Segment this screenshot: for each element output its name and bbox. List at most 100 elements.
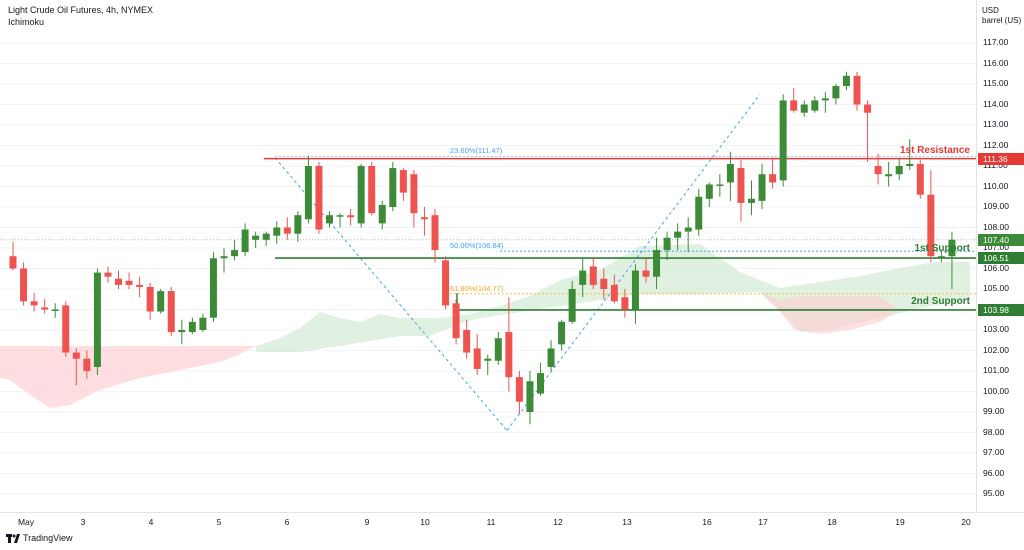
candle-body	[157, 291, 165, 312]
candle-body	[568, 289, 576, 322]
candle-body	[811, 100, 819, 111]
candle-body	[283, 227, 291, 234]
candle-body	[642, 270, 650, 277]
price-tick-label: 97.00	[983, 447, 1005, 457]
brand-name: TradingView	[23, 533, 73, 543]
candle-body	[537, 373, 544, 394]
candle-body	[705, 184, 713, 199]
fib-618-label: 61.80%(104.77)	[450, 283, 504, 293]
chart-pane[interactable]: Light Crude Oil Futures, 4h, NYMEX Ichim…	[0, 0, 976, 512]
candle-body	[51, 309, 59, 311]
candle-body	[125, 280, 133, 285]
candle-body	[30, 301, 38, 306]
candle-body	[9, 256, 17, 269]
price-tick-label: 101.00	[983, 365, 1009, 375]
time-axis[interactable]: May 3 4 5 6 9 10 11 12 13 16 17 18 19 20	[0, 512, 1024, 529]
time-tick-label: May	[17, 517, 35, 527]
candle-body	[420, 217, 428, 220]
time-tick-label: 20	[961, 517, 971, 527]
time-tick-label: 19	[895, 517, 905, 527]
candle-body	[463, 330, 471, 353]
time-tick-label: 9	[364, 517, 370, 527]
candle-body	[684, 227, 692, 232]
candle-body	[484, 358, 492, 361]
candle-body	[737, 168, 745, 203]
candle-body	[241, 229, 249, 253]
candle-body	[231, 250, 239, 257]
tradingview-logo[interactable]: TradingView	[6, 533, 73, 543]
candle-body	[600, 278, 608, 289]
candle-body	[252, 235, 260, 240]
candle-body	[779, 100, 787, 181]
time-tick-label: 16	[702, 517, 712, 527]
candle-body	[347, 215, 355, 218]
time-tick-label: 12	[553, 517, 563, 527]
price-tick-label: 95.00	[983, 488, 1005, 498]
candle-body	[41, 307, 49, 310]
candle-body	[937, 256, 945, 259]
candle-body	[209, 258, 217, 318]
candle-body	[104, 272, 112, 277]
candle-body	[674, 231, 682, 238]
price-tick-label: 100.00	[983, 385, 1009, 396]
candle-body	[842, 75, 850, 87]
candle-body	[273, 227, 281, 236]
candle-body	[579, 270, 587, 285]
candle-body	[515, 377, 523, 402]
candle-body	[526, 381, 534, 412]
candle-body	[906, 163, 914, 166]
support-1-label: 1st Support	[914, 243, 970, 255]
candle-body	[315, 166, 323, 230]
price-axis[interactable]: 95.00 96.00 97.00 98.00 99.00 100.00 101.00 102…	[976, 0, 1024, 512]
fib-236-label: 23.60%(111.47)	[450, 146, 503, 156]
support-2-label: 2nd Support	[911, 295, 970, 307]
price-tick-label: 98.00	[983, 426, 1005, 437]
price-tick-label: 110.00	[983, 180, 1009, 191]
time-tick-label: 11	[486, 517, 496, 527]
currency-label: USD	[982, 6, 999, 15]
price-tick-label: 117.00	[983, 37, 1009, 47]
price-tick-label: 111.00	[983, 160, 1008, 170]
price-tick-label: 112.00	[983, 139, 1009, 150]
candle-body	[505, 332, 513, 378]
current-price-tag: 107.40	[978, 233, 1024, 246]
time-tick-label: 6	[284, 517, 290, 527]
price-tick-label: 113.00	[983, 119, 1009, 129]
price-tick-label: 96.00	[983, 467, 1005, 478]
candle-body	[136, 284, 144, 287]
candle-body	[864, 104, 872, 113]
price-tick-label: 103.00	[983, 324, 1009, 334]
candle-body	[716, 184, 724, 186]
time-tick-label: 18	[827, 517, 837, 527]
resistance-1-label: 1st Resistance	[899, 144, 970, 156]
unit-box[interactable]: USD barrel (US)	[979, 6, 1024, 26]
candle-body	[631, 270, 639, 310]
candle-body	[178, 330, 186, 333]
candle-body	[927, 194, 935, 257]
price-tick-label: 115.00	[983, 78, 1009, 88]
support-1-price-tag: 106.51	[978, 252, 1024, 265]
candle-body	[621, 297, 629, 310]
candle-body	[368, 166, 376, 214]
candle-body	[547, 348, 555, 367]
candle-body	[758, 174, 766, 201]
price-tick-label: 107.00	[983, 242, 1009, 252]
candle-body	[304, 166, 312, 220]
candle-body	[948, 239, 956, 257]
candle-body	[589, 266, 597, 285]
price-chart[interactable]	[0, 0, 976, 512]
candle-body	[895, 166, 903, 175]
candle-body	[220, 256, 228, 259]
candle-body	[874, 166, 882, 175]
fib-50-label: 50.00%(106.84)	[450, 241, 504, 251]
candle-body	[769, 174, 777, 183]
resistance-1-price-tag: 111.36	[978, 152, 1024, 165]
candle-body	[357, 166, 365, 224]
candle-body	[378, 204, 386, 224]
time-tick-label: 10	[420, 517, 430, 527]
candle-body	[431, 215, 439, 251]
indicator-label: Ichimoku	[8, 17, 45, 27]
candle-body	[399, 170, 407, 193]
candle-body	[20, 268, 28, 302]
candle-body	[410, 174, 418, 214]
